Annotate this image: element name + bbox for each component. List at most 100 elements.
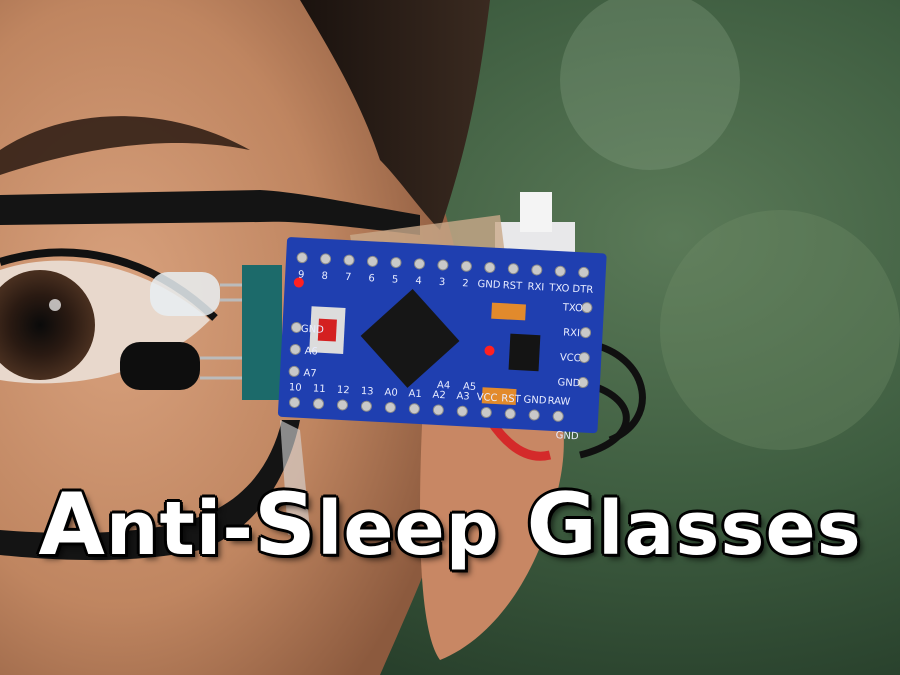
pin-hole: [578, 266, 590, 278]
pin-hole: [288, 365, 300, 377]
pin-hole: [290, 321, 302, 333]
pin-label: 13: [361, 386, 374, 398]
reset-button-cap: [317, 318, 337, 342]
pin-hole: [360, 400, 372, 412]
title-word-1: nti-: [105, 486, 255, 572]
pin-label: RST: [502, 280, 523, 292]
pin-label: A1: [408, 388, 422, 400]
pin-label: DTR: [572, 284, 593, 296]
pin-hole: [480, 407, 492, 419]
pin-hole: [336, 399, 348, 411]
pin-label: 2: [462, 278, 469, 289]
pin-hole: [289, 343, 301, 355]
pin-label: 11: [313, 383, 326, 395]
title-word-3: lasses: [598, 486, 862, 572]
title-word-2: leep: [316, 486, 527, 572]
eyebrow: [0, 116, 250, 175]
glasses-frame: [0, 190, 420, 235]
pin-label: A0: [384, 387, 398, 399]
eye-iris: [0, 270, 95, 380]
pin-label: 8: [321, 271, 328, 282]
pin-hole: [484, 262, 496, 274]
pin-hole: [384, 401, 396, 413]
pin-label: RST: [501, 393, 522, 405]
eye-highlight: [49, 299, 61, 311]
capacitor: [491, 302, 526, 321]
pin-hole: [312, 398, 324, 410]
wire: [579, 381, 630, 459]
pin-hole: [554, 265, 566, 277]
arduino-pro-mini-board: 9 8 7 6 5 4 3 2 GND RST RXI TXO DTR 10 11 12 13 A0 A1 A2 A3…: [277, 237, 607, 442]
right-pin-row: TXO RXI VCC GND: [557, 302, 593, 389]
title-initial-g: G: [526, 475, 599, 575]
pin-hole: [577, 377, 589, 389]
background-blur-spot: [560, 0, 740, 170]
hair: [300, 0, 490, 230]
pin-hole: [320, 253, 332, 265]
pin-hole: [437, 259, 449, 271]
glasses-temple: [280, 420, 310, 535]
voltage-regulator: [508, 333, 541, 372]
background-blur-spot: [660, 210, 900, 450]
pin-header: [242, 265, 282, 400]
pin-label: TXO: [561, 302, 583, 314]
pin-hole: [528, 409, 540, 421]
pin-label: 6: [368, 273, 375, 284]
glasses-frame-bottom: [0, 420, 300, 560]
pin-hole: [460, 260, 472, 272]
pin-label: 4: [415, 276, 422, 287]
pin-label: GND: [557, 377, 581, 389]
pin-label: A5: [463, 381, 477, 393]
pin-hole: [296, 252, 308, 264]
title-initial-a: A: [38, 475, 106, 575]
pin-hole: [580, 327, 592, 339]
pin-hole: [578, 352, 590, 364]
pin-label: 10: [289, 382, 302, 394]
title-initial-s: S: [254, 475, 317, 575]
ir-receiver: [120, 342, 200, 390]
pin-hole: [367, 255, 379, 267]
pin-hole: [343, 254, 355, 266]
pin-hole: [408, 403, 420, 415]
status-led: [293, 277, 304, 288]
pin-hole: [552, 410, 564, 422]
extra-pin-labels: A4 A5 GND: [437, 380, 579, 442]
pin-hole: [289, 396, 301, 408]
pin-hole: [456, 405, 468, 417]
pin-hole: [413, 258, 425, 270]
capacitor: [481, 387, 517, 406]
slide-switch-knob: [520, 192, 552, 232]
top-pin-row: 9 8 7 6 5 4 3 2 GND RST RXI TXO DTR: [296, 252, 594, 296]
pin-label: GND: [523, 394, 547, 406]
ir-led: [150, 272, 220, 316]
title-caption: Anti-Sleep Glasses: [0, 470, 900, 580]
left-pin-row: GND A6 A7: [288, 321, 325, 380]
pin-hole: [432, 404, 444, 416]
pin-hole: [504, 408, 516, 420]
pin-label: A3: [456, 391, 470, 403]
pin-label: GND: [555, 430, 579, 442]
pin-label: 3: [439, 277, 446, 288]
pin-label: GND: [477, 279, 501, 291]
pin-label: 5: [392, 274, 399, 285]
pin-label: RXI: [527, 282, 544, 294]
pin-label: VCC: [560, 352, 581, 364]
pin-hole: [507, 263, 519, 275]
face-skin: [0, 0, 470, 675]
pin-hole: [531, 264, 543, 276]
pin-label: RXI: [563, 327, 580, 339]
pin-label: TXO: [548, 283, 570, 295]
pin-hole: [581, 302, 593, 314]
pin-label: 7: [345, 272, 352, 283]
pin-label: A2: [432, 390, 446, 402]
microcontroller-chip: [360, 289, 460, 388]
pin-label: 9: [298, 269, 305, 280]
pin-label: 12: [337, 385, 350, 397]
pin-hole: [390, 257, 402, 269]
pin-label: RAW: [547, 396, 570, 408]
pin-label: VCC: [476, 392, 497, 404]
pin-label: A4: [437, 380, 451, 392]
pin-label: GND: [301, 324, 325, 336]
